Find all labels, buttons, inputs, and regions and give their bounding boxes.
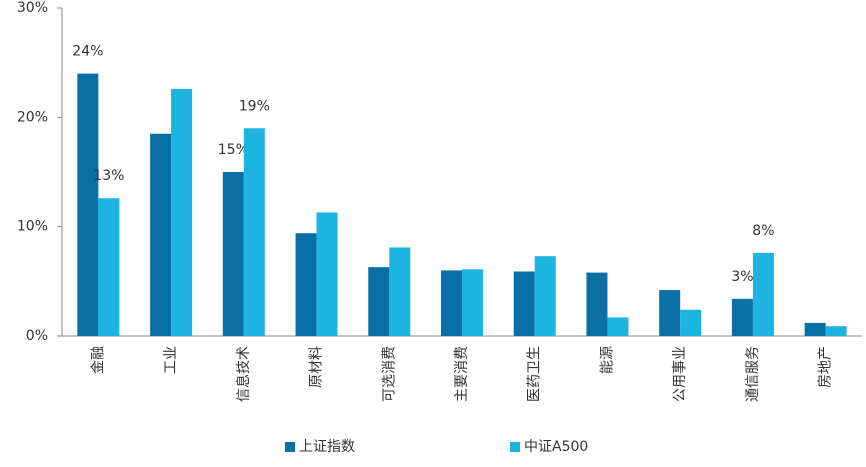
bar: [368, 267, 390, 336]
bar: [731, 298, 753, 336]
bar: [441, 270, 462, 336]
value-label: 24%: [72, 44, 103, 60]
x-tick-label: 原材料: [309, 346, 325, 388]
x-tick-label: 公用事业: [672, 346, 688, 402]
bar: [680, 309, 702, 336]
value-label: 3%: [731, 269, 753, 285]
x-tick-label: 信息技术: [235, 346, 252, 402]
bar: [607, 317, 629, 336]
x-tick-label: 可选消费: [381, 346, 397, 402]
bar: [243, 128, 265, 336]
bar: [752, 252, 774, 336]
bar: [534, 256, 556, 336]
bar: [77, 73, 99, 336]
bar: [586, 272, 608, 336]
value-label: 19%: [239, 98, 270, 114]
x-tick-label: 工业: [163, 346, 179, 374]
x-tick-label: 医药卫生: [527, 346, 543, 402]
legend-label: 中证A500: [524, 439, 588, 455]
legend-swatch: [285, 442, 295, 452]
bar: [222, 172, 244, 336]
bar: [659, 290, 681, 336]
bar: [316, 212, 338, 336]
y-tick-label: 20%: [17, 109, 48, 125]
bar: [513, 271, 535, 336]
x-tick-label: 通信服务: [745, 346, 761, 402]
y-tick-label: 0%: [26, 328, 48, 344]
y-tick-label: 30%: [17, 0, 48, 16]
y-tick-label: 10%: [17, 219, 48, 235]
value-label: 13%: [93, 168, 124, 184]
x-tick-label: 主要消费: [454, 346, 470, 402]
bar: [389, 247, 411, 336]
x-tick-label: 金融: [90, 346, 106, 374]
bar: [462, 269, 483, 336]
bar: [295, 233, 317, 336]
legend-swatch: [510, 442, 520, 452]
bar: [98, 198, 120, 336]
bar: [150, 133, 172, 336]
bar: [171, 88, 193, 336]
value-label: 8%: [752, 223, 774, 239]
bar: [804, 322, 826, 336]
x-tick-label: 房地产: [818, 346, 834, 388]
value-label: 15%: [218, 142, 249, 158]
bar: [825, 326, 847, 336]
x-tick-label: 能源: [599, 346, 615, 374]
legend-label: 上证指数: [299, 439, 355, 455]
